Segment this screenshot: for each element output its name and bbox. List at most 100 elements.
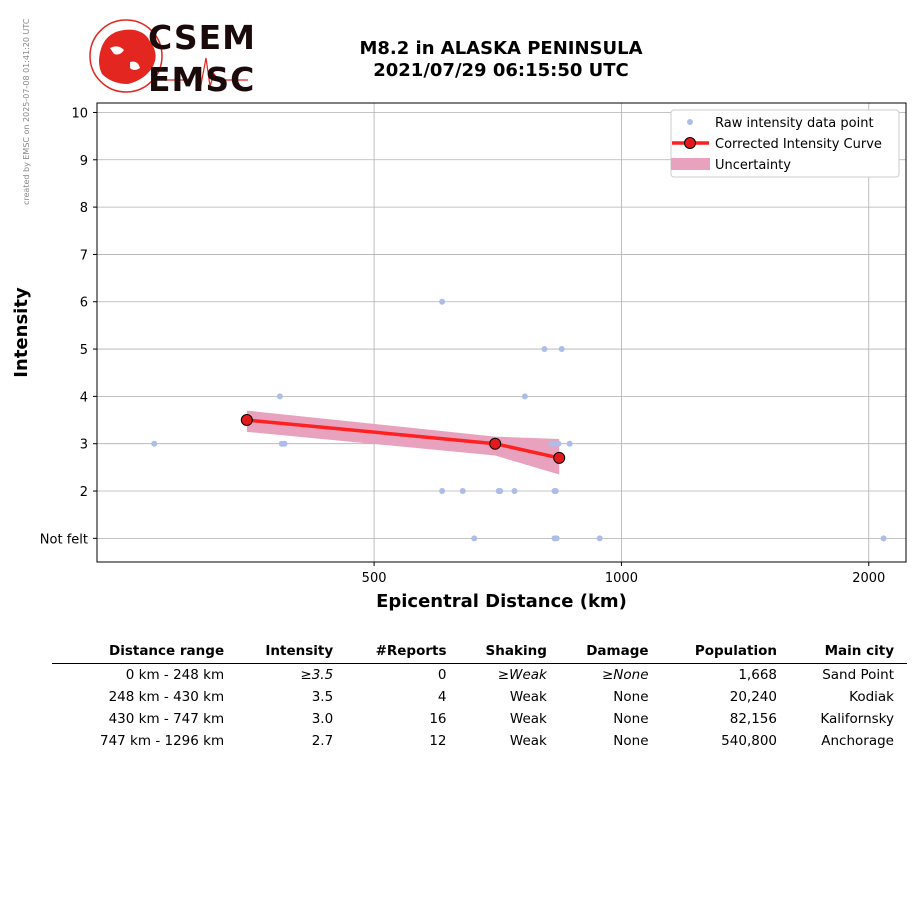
raw-data-point <box>439 488 446 495</box>
uncertainty-band <box>246 410 560 475</box>
table-cell: 2.7 <box>311 733 334 749</box>
raw-data-point <box>558 346 565 353</box>
table-row: 747 km - 1296 km 2.7 12 Weak None 540,800 Anch… <box>52 730 907 752</box>
table-header-cell: Population <box>661 642 790 664</box>
y-tick-label: 5 <box>80 343 88 358</box>
table-cell: None <box>613 711 649 727</box>
table-cell: 540,800 <box>721 733 777 749</box>
table-row: 248 km - 430 km 3.5 4 Weak None 20,240 Kodiak <box>52 686 907 708</box>
table-header-cell: #Reports <box>346 642 460 664</box>
x-tick-label: 2000 <box>852 571 885 586</box>
table-cell: Sand Point <box>822 667 894 683</box>
raw-data-point <box>596 535 603 542</box>
table-cell: 248 km - 430 km <box>108 689 225 705</box>
plot-frame <box>96 102 907 563</box>
raw-data-point <box>459 488 466 495</box>
y-tick-label: 10 <box>71 106 88 121</box>
table-cell: 747 km - 1296 km <box>100 733 225 749</box>
table-header-cell: Distance range <box>52 642 238 664</box>
y-tick-label: 9 <box>80 154 88 169</box>
x-tick-label: 1000 <box>605 571 638 586</box>
title-event: M8.2 in ALASKA PENINSULA <box>359 38 643 59</box>
legend-uncertainty-swatch <box>671 158 710 170</box>
csem-emsc-logo: CSEM EMSC <box>88 18 258 99</box>
raw-data-point <box>880 535 887 542</box>
raw-data-point <box>276 393 283 400</box>
y-tick-label: 8 <box>80 201 88 216</box>
table-header-cell: Damage <box>559 642 662 664</box>
logo-text-csem: CSEM <box>148 18 256 57</box>
raw-data-point <box>471 535 478 542</box>
table-cell: 0 km - 248 km <box>125 667 225 683</box>
grid <box>97 103 906 562</box>
logo-globe-icon <box>89 19 248 93</box>
intensity-table: Distance range Intensity #Reports Shaking Da… <box>52 642 907 752</box>
table-header-row: Distance range Intensity #Reports Shaking Da… <box>52 642 907 664</box>
raw-data-point <box>552 488 559 495</box>
table-cell: ≥3.5 <box>300 667 334 683</box>
table-cell: Anchorage <box>821 733 894 749</box>
legend-curve-marker <box>684 137 696 149</box>
table-body: 0 km - 248 km ≥3.5 0 ≥Weak ≥None 1,668 Sand Po… <box>52 664 907 753</box>
raw-data-point <box>521 393 528 400</box>
table-cell: Weak <box>509 733 547 749</box>
legend-raw-marker <box>687 119 693 125</box>
table-row: 430 km - 747 km 3.0 16 Weak None 82,156 Kalifo… <box>52 708 907 730</box>
raw-data-point <box>511 488 518 495</box>
y-tick-label: 4 <box>80 390 88 405</box>
table-cell: Weak <box>509 711 547 727</box>
y-tick-label: 6 <box>80 296 88 311</box>
table-cell: Kodiak <box>849 689 894 705</box>
table-row: 0 km - 248 km ≥3.5 0 ≥Weak ≥None 1,668 Sand Po… <box>52 664 907 687</box>
raw-data-point <box>553 535 560 542</box>
table-cell: ≥None <box>601 667 649 683</box>
raw-data-point <box>541 346 548 353</box>
raw-data-point <box>497 488 504 495</box>
table-cell: 0 <box>437 667 447 683</box>
raw-data-point <box>439 298 446 305</box>
table-cell: 82,156 <box>729 711 777 727</box>
intensity-table-wrap: Distance range Intensity #Reports Shaking Da… <box>52 642 907 752</box>
table-cell: None <box>613 689 649 705</box>
y-axis-ticks: Not felt 2 3 4 5 6 7 8 9 10 <box>40 106 97 547</box>
y-tick-label: 2 <box>80 485 88 500</box>
title-datetime: 2021/07/29 06:15:50 UTC <box>373 60 629 81</box>
curve-marker <box>489 437 502 450</box>
raw-data-point <box>555 440 562 447</box>
x-axis-label: Epicentral Distance (km) <box>376 591 627 612</box>
raw-data-point <box>566 440 573 447</box>
legend-label: Uncertainty <box>715 158 791 173</box>
curve-marker <box>553 451 566 464</box>
legend-label: Raw intensity data point <box>715 116 874 131</box>
legend-box <box>670 109 900 178</box>
logo-text-emsc: EMSC <box>148 60 256 99</box>
raw-data-point <box>281 440 288 447</box>
table-cell: None <box>613 733 649 749</box>
x-axis-ticks: 500 1000 2000 <box>362 562 885 586</box>
table-cell: 3.5 <box>311 689 334 705</box>
y-tick-label: 3 <box>80 438 88 453</box>
table-header-cell: Intensity <box>237 642 347 664</box>
table-cell: ≥Weak <box>497 667 547 683</box>
table-cell: Weak <box>509 689 547 705</box>
raw-data-point <box>551 440 558 447</box>
table-cell: 1,668 <box>738 667 777 683</box>
y-tick-label: 7 <box>80 248 88 263</box>
table-cell: 16 <box>429 711 447 727</box>
chart-title: M8.2 in ALASKA PENINSULA 2021/07/29 06:1… <box>300 38 702 82</box>
curve-marker <box>240 414 253 427</box>
table-cell: 12 <box>429 733 447 749</box>
table-header-cell: Main city <box>790 642 907 664</box>
table-cell: 430 km - 747 km <box>108 711 225 727</box>
curve-markers <box>240 414 566 464</box>
legend: Raw intensity data point Corrected Intens… <box>670 109 900 178</box>
table-header-cell: Shaking <box>459 642 560 664</box>
legend-label: Corrected Intensity Curve <box>715 137 882 152</box>
y-tick-label: Not felt <box>40 532 88 547</box>
raw-data-point <box>151 440 158 447</box>
table-cell: 4 <box>437 689 447 705</box>
table-cell: 20,240 <box>729 689 777 705</box>
x-tick-label: 500 <box>362 571 387 586</box>
intensity-chart: 500 1000 2000 Not felt 2 3 4 5 6 7 8 9 10 Epicentra… <box>11 102 907 612</box>
y-axis-label: Intensity <box>11 287 32 378</box>
